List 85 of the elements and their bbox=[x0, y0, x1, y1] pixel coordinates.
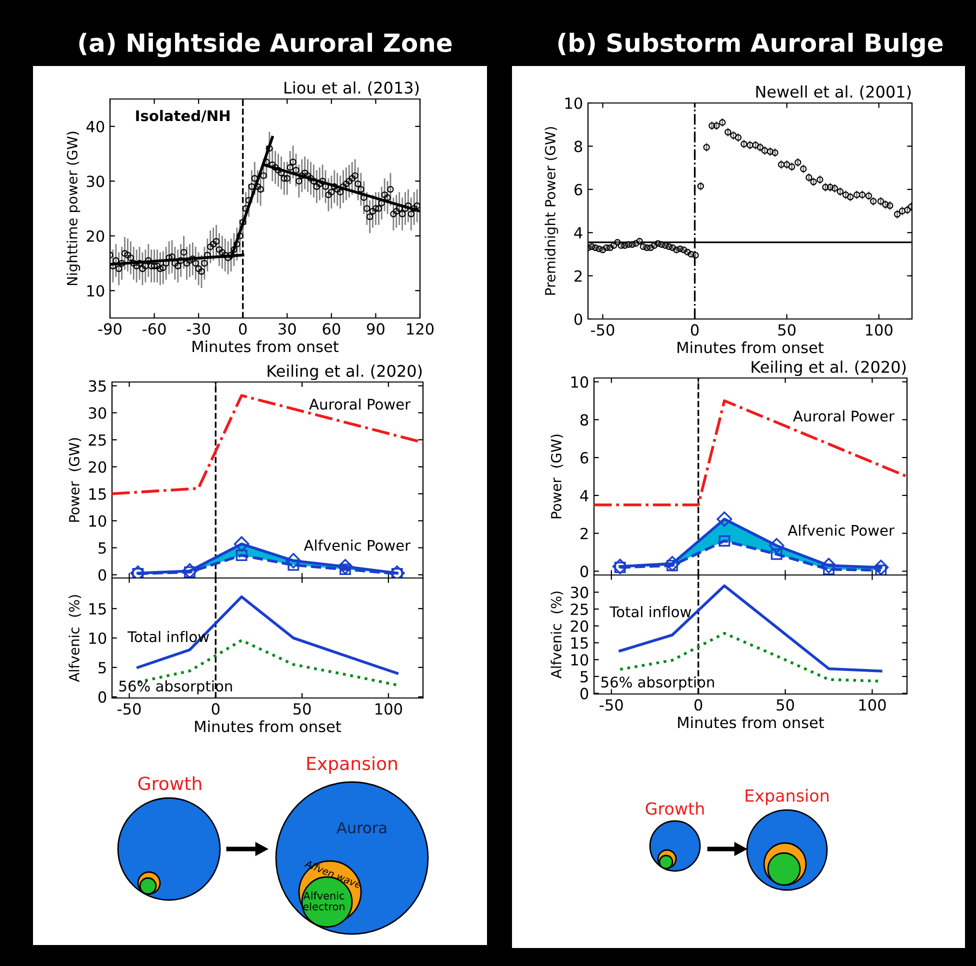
y-tick-label: 2 bbox=[574, 270, 582, 282]
y-tick-label: 25 bbox=[570, 604, 588, 616]
x-tick-label: 0 bbox=[239, 323, 247, 335]
y-tick-label: 15 bbox=[89, 488, 106, 500]
y-tick-label: 4 bbox=[574, 227, 582, 238]
y-tick-label: 0 bbox=[98, 569, 106, 581]
y-tick-label: 6 bbox=[574, 184, 582, 196]
text: Aurora bbox=[336, 822, 386, 834]
x-tick-label: 120 bbox=[407, 323, 434, 335]
text: Expansion bbox=[746, 788, 828, 806]
y-tick-label: 2 bbox=[580, 528, 588, 540]
y-axis-title: Power (GW) bbox=[68, 438, 82, 522]
text: Expansion bbox=[307, 756, 397, 774]
y-tick-label: 10 bbox=[565, 97, 582, 110]
x-tick-label: -60 bbox=[142, 323, 166, 335]
y-tick-label: 15 bbox=[571, 637, 588, 649]
text: Keiling et al. (2020) bbox=[752, 360, 906, 376]
annotation: 56% absorption bbox=[601, 676, 714, 690]
y-axis-title: Power (GW) bbox=[550, 434, 564, 518]
y-tick-label: 5 bbox=[98, 542, 106, 554]
x-tick-label: 50 bbox=[294, 703, 311, 715]
text: Keiling et al. (2020) bbox=[268, 364, 422, 380]
annotation: Alfvenic Power bbox=[788, 524, 894, 536]
y-tick-label: 0 bbox=[580, 566, 588, 578]
x-tick-label: -50 bbox=[591, 324, 614, 336]
annotation: 56% absorption bbox=[119, 680, 232, 694]
x-axis-title: Minutes from onset bbox=[195, 720, 342, 732]
annotation: Auroral Power bbox=[309, 398, 411, 410]
chart-title: (b) Substorm Auroral Bulge bbox=[558, 32, 943, 58]
y-tick-label: 10 bbox=[571, 376, 588, 388]
x-tick-label: -30 bbox=[186, 323, 210, 335]
y-tick-label: 20 bbox=[570, 620, 588, 632]
x-axis-title: Minutes from onset bbox=[678, 716, 824, 728]
x-tick-label: 0 bbox=[694, 699, 702, 711]
x-tick-label: -50 bbox=[118, 703, 141, 715]
y-tick-label: 10 bbox=[89, 515, 106, 527]
y-axis-title: Alfvenic (%) bbox=[68, 595, 82, 682]
x-tick-label: 100 bbox=[866, 324, 892, 336]
y-tick-label: 4 bbox=[580, 490, 588, 502]
text: Growth bbox=[646, 802, 704, 815]
x-tick-label: 90 bbox=[366, 323, 384, 335]
x-tick-label: 100 bbox=[376, 703, 402, 715]
x-tick-label: -90 bbox=[98, 323, 122, 335]
annotation: Auroral Power bbox=[793, 410, 894, 422]
y-tick-label: 8 bbox=[580, 414, 588, 426]
y-tick-label: 15 bbox=[89, 603, 106, 615]
y-tick-label: 40 bbox=[86, 120, 104, 132]
text: Growth bbox=[138, 776, 202, 790]
y-tick-label: 20 bbox=[88, 461, 106, 473]
chart-title: (a) Nightside Auroral Zone bbox=[79, 32, 452, 58]
y-tick-label: 8 bbox=[574, 140, 582, 152]
y-tick-label: 30 bbox=[88, 407, 106, 419]
y-tick-label: 6 bbox=[580, 452, 588, 464]
x-axis-title: Minutes from onset bbox=[678, 341, 824, 354]
y-tick-label: 35 bbox=[88, 380, 106, 392]
x-tick-label: 50 bbox=[776, 699, 794, 711]
y-tick-label: 0 bbox=[574, 313, 582, 326]
y-tick-label: 10 bbox=[89, 632, 106, 644]
x-tick-label: 60 bbox=[322, 323, 340, 335]
annotation: Isolated/NH bbox=[136, 110, 230, 122]
annotation: Total inflow bbox=[610, 606, 692, 618]
y-tick-label: 20 bbox=[86, 230, 104, 242]
x-tick-label: 100 bbox=[859, 699, 886, 711]
text: Alfvenic electron bbox=[303, 892, 344, 910]
y-axis-title: Alfvenic (%) bbox=[550, 592, 564, 678]
x-tick-label: -50 bbox=[600, 699, 623, 711]
y-axis-title: Nighttime power (GW) bbox=[66, 132, 80, 286]
y-tick-label: 5 bbox=[580, 671, 588, 682]
annotation: Alfvenic Power bbox=[304, 540, 411, 551]
y-tick-label: 25 bbox=[88, 434, 106, 446]
y-tick-label: 10 bbox=[87, 285, 104, 297]
x-tick-label: 0 bbox=[690, 324, 699, 336]
y-tick-label: 10 bbox=[571, 654, 588, 666]
y-tick-label: 5 bbox=[98, 662, 106, 674]
y-tick-label: 0 bbox=[580, 688, 588, 700]
y-tick-label: 0 bbox=[98, 691, 106, 703]
x-tick-label: 50 bbox=[778, 324, 796, 336]
x-tick-label: 30 bbox=[278, 323, 296, 335]
y-axis-title: Premidnight Power (GW) bbox=[544, 127, 558, 295]
x-tick-label: 0 bbox=[212, 703, 220, 715]
y-tick-label: 30 bbox=[570, 586, 588, 598]
text: Liou et al. (2013) bbox=[284, 81, 419, 96]
y-tick-label: 30 bbox=[86, 176, 104, 188]
x-axis-title: Minutes from onset bbox=[192, 340, 339, 352]
text: Newell et al. (2001) bbox=[756, 85, 911, 100]
